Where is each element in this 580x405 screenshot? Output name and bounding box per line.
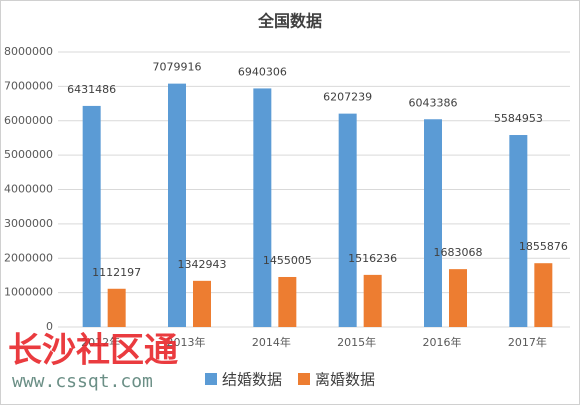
data-label: 6431486: [67, 83, 116, 96]
y-tick-label: 5000000: [4, 148, 53, 161]
y-tick-label: 7000000: [4, 79, 53, 92]
bar: [168, 83, 186, 327]
data-label: 6940306: [238, 65, 287, 78]
legend-label: 离婚数据: [315, 371, 375, 389]
bar: [509, 135, 528, 327]
bar: [534, 263, 553, 327]
chart-title: 全国数据: [257, 12, 322, 31]
bar: [424, 119, 442, 327]
y-tick-label: 0: [46, 320, 53, 333]
legend-label: 结婚数据: [222, 371, 282, 389]
watermark-name: 长沙社区通: [8, 331, 178, 371]
x-tick-label: 2015年: [337, 335, 376, 349]
legend-swatch: [205, 373, 217, 385]
bar: [193, 280, 211, 327]
data-label: 1855876: [519, 240, 568, 253]
data-label: 1683068: [434, 246, 483, 259]
y-tick-label: 4000000: [4, 183, 53, 196]
legend-swatch: [298, 373, 310, 385]
bar: [253, 88, 272, 328]
y-tick-label: 2000000: [4, 251, 53, 264]
x-tick-label: 2014年: [252, 335, 291, 349]
bar: [338, 113, 357, 327]
data-label: 1455005: [263, 254, 312, 267]
data-label: 7079916: [153, 61, 202, 74]
bar: [449, 269, 467, 327]
data-label: 1516236: [348, 252, 397, 265]
data-label: 1342943: [178, 258, 227, 271]
x-tick-label: 2013年: [167, 335, 206, 349]
data-label: 1112197: [92, 266, 141, 279]
data-label: 6043386: [409, 96, 458, 109]
bar: [82, 105, 101, 328]
x-tick-label: 2012年: [81, 335, 120, 349]
bar: [363, 274, 382, 327]
watermark-url: www.cssqt.com: [12, 371, 153, 392]
y-tick-label: 8000000: [4, 45, 53, 58]
data-label: 6207239: [323, 91, 372, 104]
data-label: 5584953: [494, 112, 543, 125]
y-tick-label: 1000000: [4, 286, 53, 299]
y-tick-label: 6000000: [4, 114, 53, 127]
bar: [278, 276, 297, 327]
x-tick-label: 2016年: [423, 335, 462, 349]
bar: [107, 288, 126, 327]
y-tick-label: 3000000: [4, 217, 53, 230]
x-tick-label: 2017年: [508, 335, 547, 349]
